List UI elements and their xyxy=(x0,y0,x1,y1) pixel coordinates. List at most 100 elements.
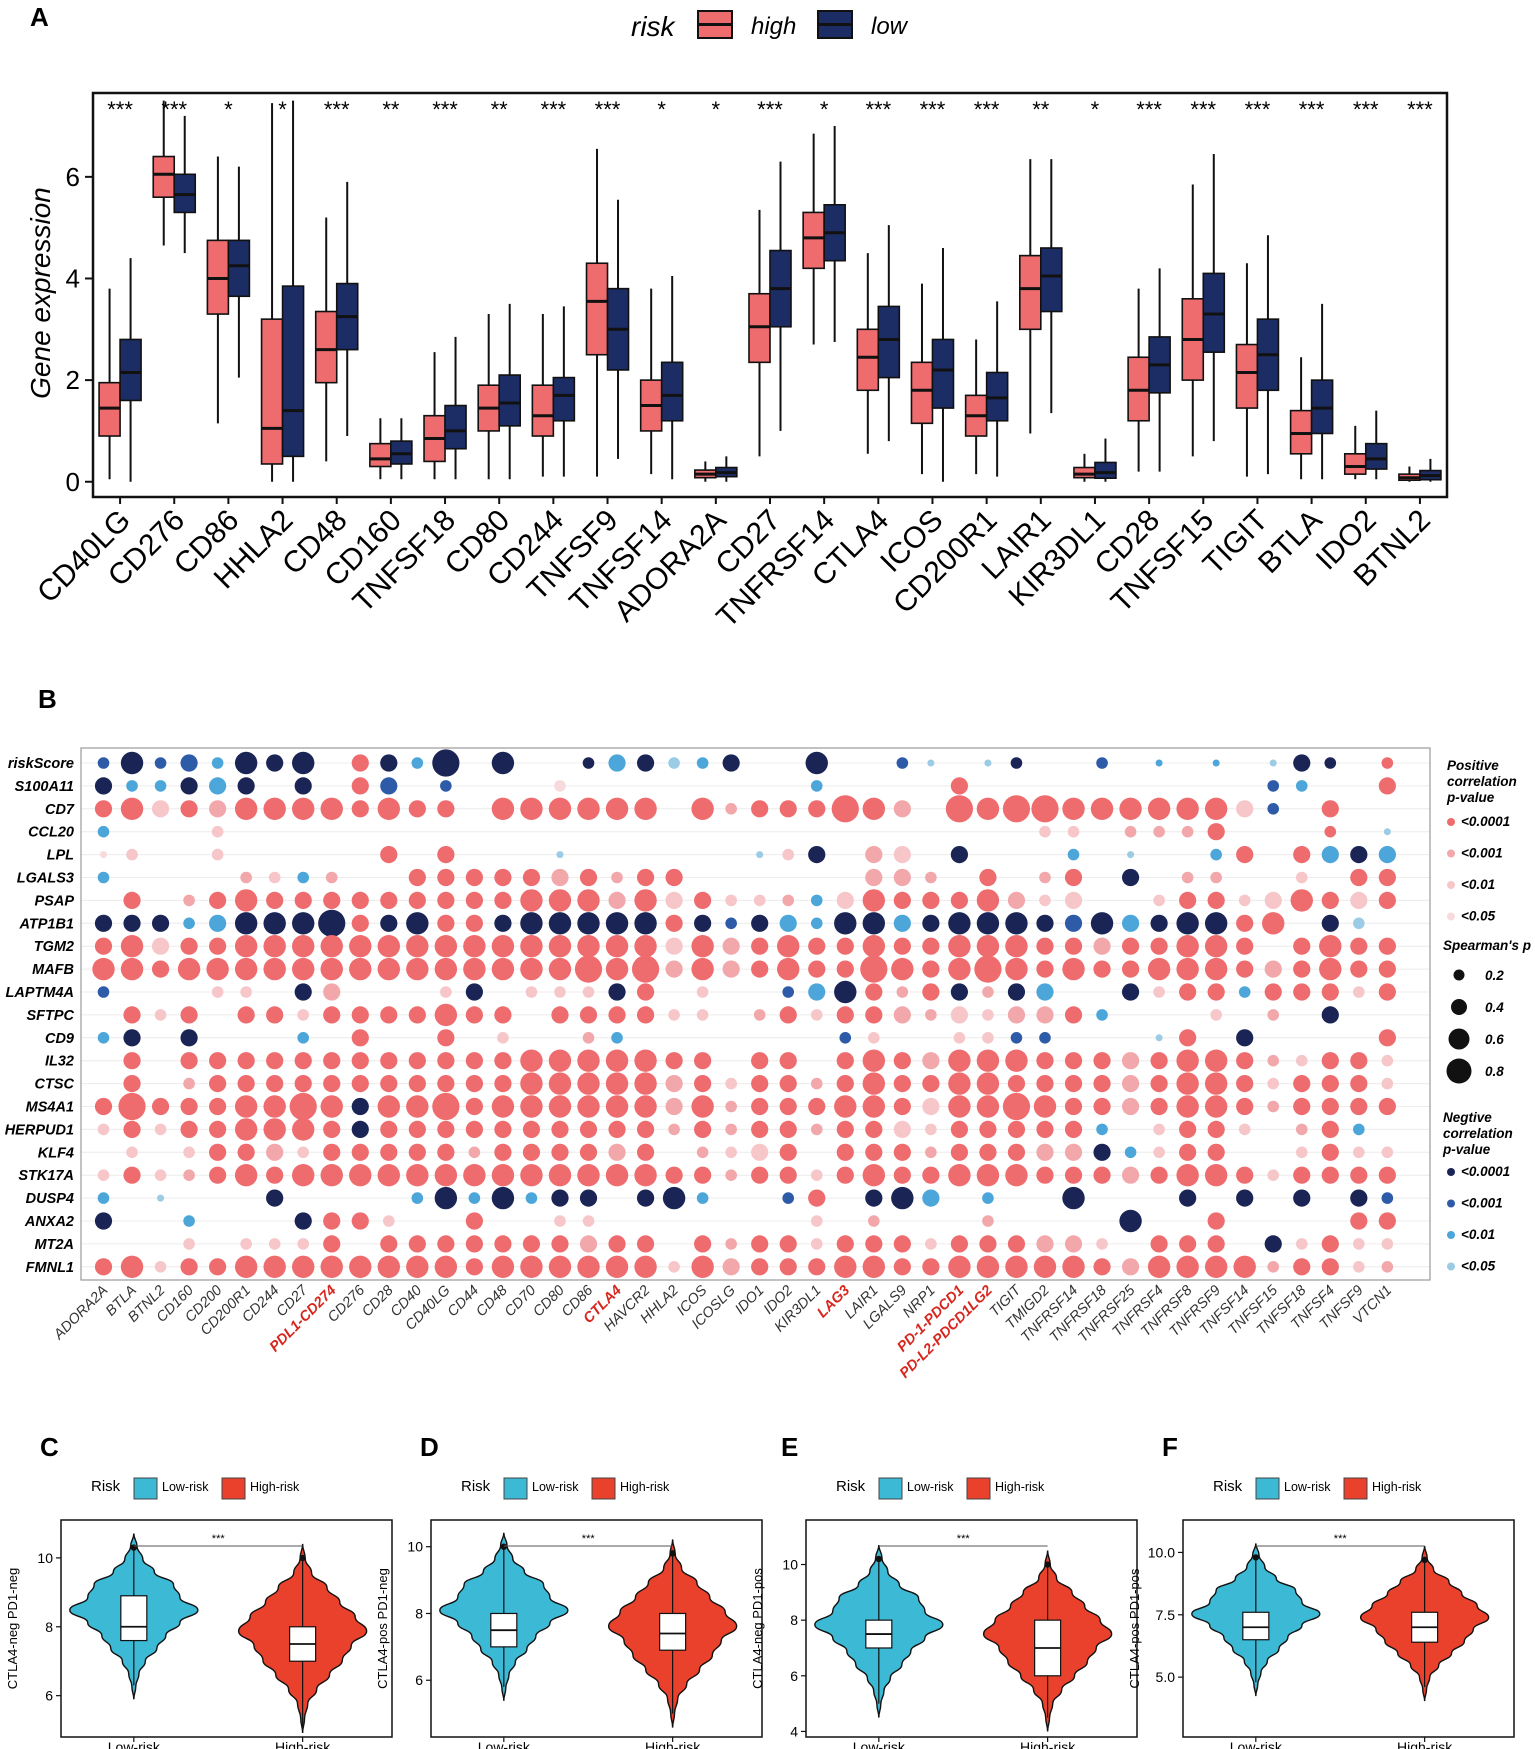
panel-b-dot xyxy=(97,757,110,769)
panel-d-outlier xyxy=(669,1550,676,1557)
panel-a-significance-mark: *** xyxy=(1190,97,1216,122)
panel-b-dot xyxy=(1121,1075,1140,1093)
panel-b-dot xyxy=(320,1095,343,1118)
panel-d-legend-title: Risk xyxy=(461,1478,491,1495)
panel-b-dot xyxy=(1293,754,1311,772)
panel-f-xtick-label: High-risk xyxy=(1397,1739,1453,1749)
panel-b-dot xyxy=(1267,1009,1280,1021)
panel-b-dot xyxy=(1238,986,1251,998)
panel-b-dot xyxy=(377,957,400,981)
panel-b-dot xyxy=(180,777,198,795)
panel-b-legend-size-label: 0.4 xyxy=(1485,1000,1504,1015)
panel-b-dot xyxy=(437,1120,455,1138)
panel-b-dot xyxy=(434,1186,458,1210)
panel-b-dot xyxy=(1321,1075,1339,1093)
panel-b-dot xyxy=(123,1166,141,1184)
panel-b-dot xyxy=(808,1189,826,1207)
panel-d-legend-low-label: Low-risk xyxy=(532,1480,579,1494)
panel-b-dot xyxy=(94,800,113,818)
panel-b-dot xyxy=(948,1095,971,1118)
panel-b-dot xyxy=(292,957,315,981)
panel-b-dot xyxy=(120,1255,144,1279)
panel-b-dot xyxy=(522,1120,541,1138)
panel-b-dot xyxy=(608,1235,626,1253)
panel-b-dot xyxy=(551,1235,569,1253)
panel-b-dot xyxy=(668,1009,680,1021)
panel-e-legend-title: Risk xyxy=(836,1478,866,1495)
panel-b-dot xyxy=(1005,1164,1028,1187)
panel-b-dot xyxy=(351,1052,369,1070)
panel-b-dot xyxy=(292,797,315,820)
panel-b-dot xyxy=(577,935,600,958)
panel-b-dot xyxy=(556,851,564,859)
panel-b-dot xyxy=(925,1009,937,1021)
panel-b-dot xyxy=(292,1255,315,1279)
panel-b-dot xyxy=(808,1258,826,1276)
panel-b-dot xyxy=(577,797,600,820)
panel-b-dot xyxy=(948,1072,971,1095)
panel-b-dot xyxy=(380,914,398,932)
panel-b-dot xyxy=(577,889,600,912)
panel-b-dot xyxy=(891,957,914,981)
panel-b-dot xyxy=(893,1235,911,1253)
panel-b-dot xyxy=(551,1120,569,1138)
panel-c-legend-title: Risk xyxy=(91,1478,121,1495)
panel-b-dot xyxy=(722,960,740,978)
panel-b-dot xyxy=(263,935,286,958)
panel-b-dot xyxy=(1181,871,1194,884)
panel-b-dot xyxy=(408,1143,426,1161)
panel-b-dot xyxy=(577,1049,600,1072)
panel-b-dot xyxy=(862,797,886,820)
panel-b-dot xyxy=(893,1052,911,1070)
panel-b-dot xyxy=(1062,1255,1085,1279)
panel-b-legend-size-label: 0.2 xyxy=(1485,968,1504,983)
panel-b-dot xyxy=(577,1095,600,1118)
panel-b-legend-size-label: 0.8 xyxy=(1485,1064,1504,1079)
panel-b-dot xyxy=(1155,759,1163,767)
panel-b-dot xyxy=(982,1215,994,1227)
panel-b-dot xyxy=(548,957,572,981)
panel-b-dot xyxy=(1350,868,1368,887)
panel-a-ytick-label: 0 xyxy=(66,467,80,497)
panel-b-legend-neg-label: <0.001 xyxy=(1461,1196,1503,1211)
panel-b-dot xyxy=(839,1032,852,1044)
panel-b-dot xyxy=(948,1049,971,1072)
panel-b-dot xyxy=(836,1052,854,1070)
panel-b-dot xyxy=(865,1143,883,1161)
panel-b-dot xyxy=(209,800,227,818)
panel-b-dot xyxy=(434,1003,458,1027)
panel-b-dot xyxy=(209,1097,227,1116)
panel-a-significance-mark: *** xyxy=(541,97,567,122)
panel-b-dot xyxy=(605,912,629,935)
panel-b-dot xyxy=(865,1006,883,1024)
panel-b-dot xyxy=(97,1192,110,1204)
panel-b-dot xyxy=(1264,983,1282,1001)
panel-e-ylabel: CTLA4-neg PD1-pos xyxy=(750,1568,765,1689)
panel-b-dot xyxy=(1319,957,1342,981)
panel-b-dot xyxy=(1381,1146,1394,1159)
panel-e-ytick-label: 4 xyxy=(790,1723,798,1739)
panel-c-ylabel: CTLA4-neg PD1-neg xyxy=(5,1568,20,1689)
panel-b-dot xyxy=(465,1097,483,1116)
panel-b-dot xyxy=(982,1009,994,1021)
panel-b-dot xyxy=(696,757,709,769)
panel-b-dot xyxy=(1002,795,1031,823)
panel-b-dot xyxy=(237,777,255,795)
panel-b-dot xyxy=(325,871,338,884)
panel-b-dot xyxy=(836,1075,854,1093)
panel-b-dot xyxy=(548,1095,572,1118)
panel-d-ytick-label: 10 xyxy=(407,1539,423,1555)
panel-b-label: B xyxy=(38,684,57,714)
panel-b-dot xyxy=(922,1052,940,1070)
panel-b-dot xyxy=(406,1255,429,1279)
panel-b-legend-pos-title: p-value xyxy=(1446,790,1495,805)
panel-b-dot xyxy=(520,957,543,981)
panel-b-dot xyxy=(976,1255,1000,1279)
panel-b-dot xyxy=(865,1235,883,1253)
panel-b-dot xyxy=(756,851,764,859)
panel-b-dot xyxy=(574,955,603,983)
panel-b-dot xyxy=(465,891,483,910)
panel-b-dot xyxy=(126,780,138,792)
panel-b-dot xyxy=(779,1075,797,1093)
panel-b-dot xyxy=(1321,891,1339,910)
